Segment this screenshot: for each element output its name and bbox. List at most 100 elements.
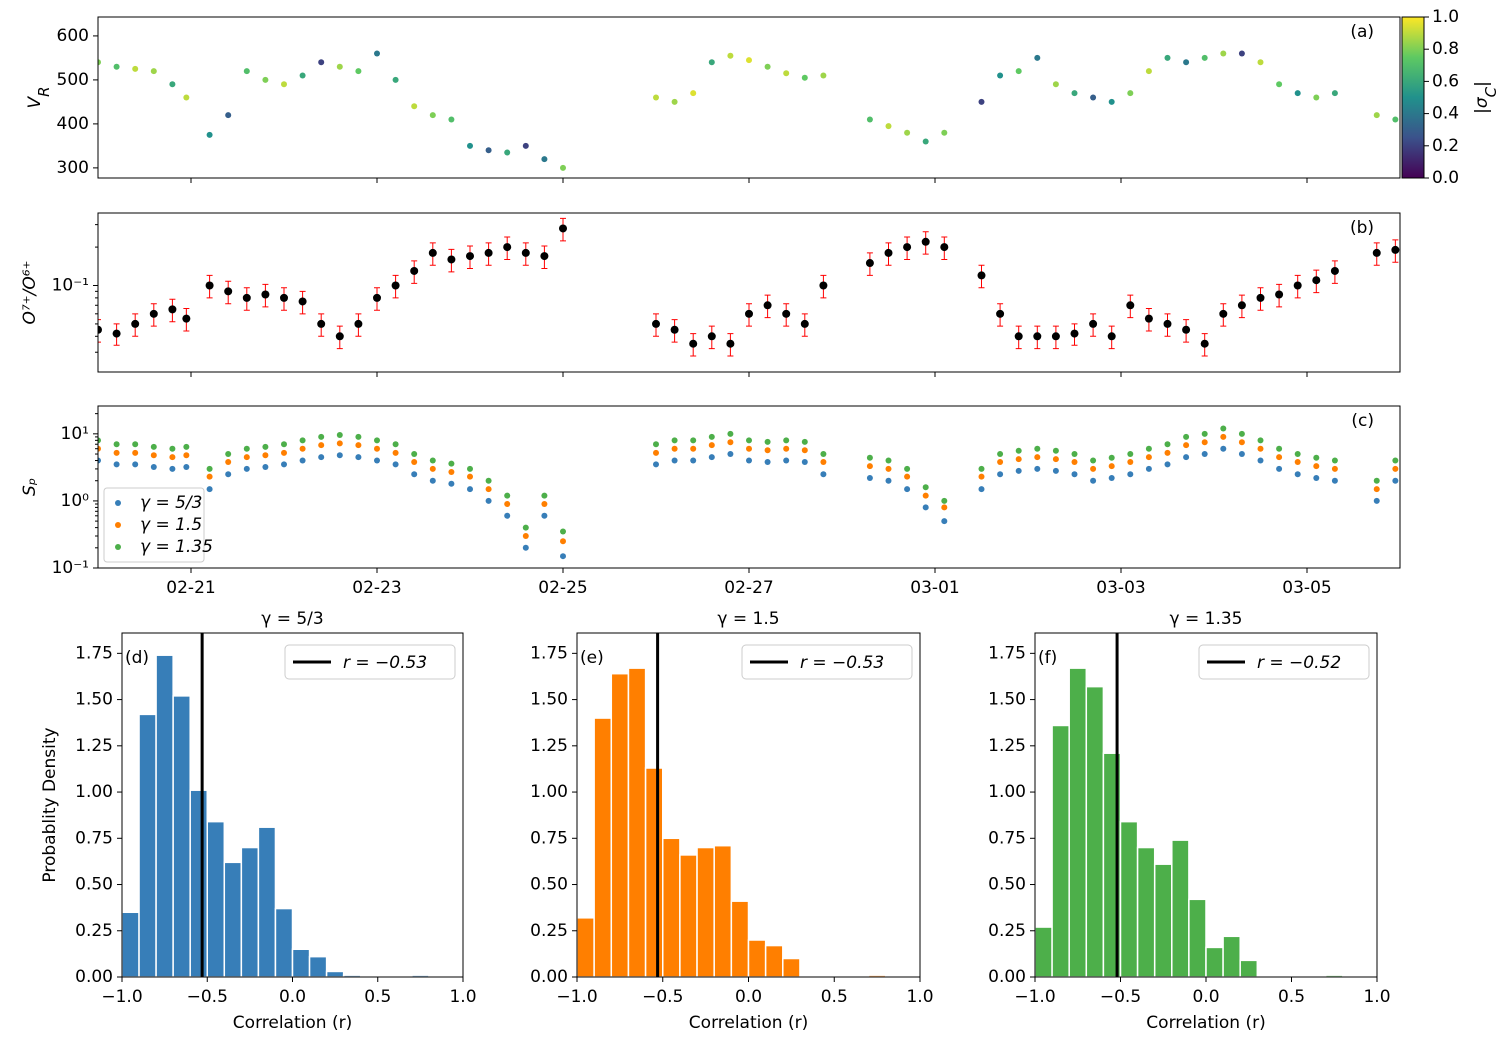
bar <box>172 695 191 978</box>
point <box>783 70 790 77</box>
x-tick-label: 03-03 <box>1096 578 1145 598</box>
point <box>149 309 158 318</box>
point <box>429 465 436 472</box>
point <box>1238 451 1245 458</box>
x-tick-label: −1.0 <box>1014 987 1055 1007</box>
point <box>1201 54 1208 61</box>
point <box>318 433 325 440</box>
point <box>941 518 948 525</box>
point <box>262 452 269 459</box>
bar <box>764 944 784 978</box>
point <box>1220 445 1227 452</box>
point <box>746 445 752 452</box>
point <box>1090 465 1097 472</box>
point <box>1373 112 1380 119</box>
panel-label: (e) <box>580 648 604 668</box>
point <box>113 63 120 70</box>
point <box>411 459 418 466</box>
point <box>997 471 1004 478</box>
bar <box>155 654 174 978</box>
point <box>1183 433 1190 440</box>
point <box>1372 248 1381 257</box>
y-tick-label: 1.75 <box>988 643 1026 663</box>
point <box>225 459 232 466</box>
point <box>671 445 678 452</box>
point <box>904 486 911 493</box>
point <box>1183 454 1190 461</box>
colorbar-tick-label: 0.0 <box>1432 168 1459 188</box>
bar <box>1205 946 1224 978</box>
point <box>150 443 157 450</box>
point <box>485 497 492 504</box>
point <box>354 319 363 328</box>
point <box>1108 474 1115 481</box>
point <box>1145 445 1152 452</box>
point <box>922 138 929 145</box>
point <box>1331 90 1338 97</box>
y-tick-label: 0.75 <box>75 828 113 848</box>
x-tick-label: 02-21 <box>166 578 215 598</box>
point <box>541 512 548 519</box>
point <box>336 440 343 447</box>
point <box>690 445 697 452</box>
legend-label: γ = 5/3 <box>140 493 202 513</box>
point <box>996 309 1005 318</box>
point <box>467 486 473 493</box>
x-tick-label: −0.5 <box>1100 987 1141 1007</box>
panel-label: (a) <box>1350 22 1374 42</box>
bar <box>644 767 664 978</box>
chart-title: γ = 1.35 <box>1170 609 1243 629</box>
point <box>1107 332 1116 341</box>
point <box>169 454 176 461</box>
bar <box>782 957 801 978</box>
point <box>169 81 176 88</box>
point <box>98 59 101 66</box>
point <box>299 457 306 464</box>
point <box>560 553 566 560</box>
x-tick-label: 0.5 <box>1278 987 1305 1007</box>
point <box>466 252 474 261</box>
point <box>225 471 232 478</box>
point <box>1052 456 1059 463</box>
point <box>1201 451 1208 458</box>
point <box>904 473 911 480</box>
x-axis-label: Correlation (r) <box>689 1013 808 1033</box>
point <box>885 457 892 464</box>
point <box>941 129 948 136</box>
x-tick-label: −1.0 <box>556 987 597 1007</box>
point <box>1238 439 1245 446</box>
bar <box>713 844 733 978</box>
point <box>1294 471 1301 478</box>
point <box>746 457 752 464</box>
point <box>866 463 873 470</box>
point <box>206 131 213 138</box>
point <box>866 474 873 481</box>
bar <box>223 861 243 978</box>
point <box>978 486 985 493</box>
x-tick-label: −1.0 <box>101 987 142 1007</box>
colorbar-tick-label: 1.0 <box>1432 7 1459 27</box>
colorbar-tick-label: 0.4 <box>1432 104 1459 124</box>
axis-label: O⁷⁺/O⁶⁺ <box>20 260 40 324</box>
point <box>225 451 232 458</box>
point <box>1090 477 1097 484</box>
point <box>1033 332 1042 341</box>
legend: r = −0.52 <box>1198 644 1370 680</box>
point <box>820 471 827 478</box>
point <box>689 339 698 348</box>
point <box>243 68 250 75</box>
point <box>1373 497 1380 504</box>
y-tick-label: 10¹ <box>61 424 89 444</box>
point <box>373 293 381 302</box>
point <box>1034 54 1041 61</box>
point <box>113 449 120 456</box>
point <box>727 430 734 437</box>
point <box>374 445 380 452</box>
point <box>392 461 399 468</box>
bar <box>1222 935 1241 978</box>
point <box>318 442 325 449</box>
x-tick-label: 02-27 <box>724 578 773 598</box>
point <box>1330 266 1339 275</box>
point <box>727 52 734 59</box>
point <box>391 281 400 290</box>
